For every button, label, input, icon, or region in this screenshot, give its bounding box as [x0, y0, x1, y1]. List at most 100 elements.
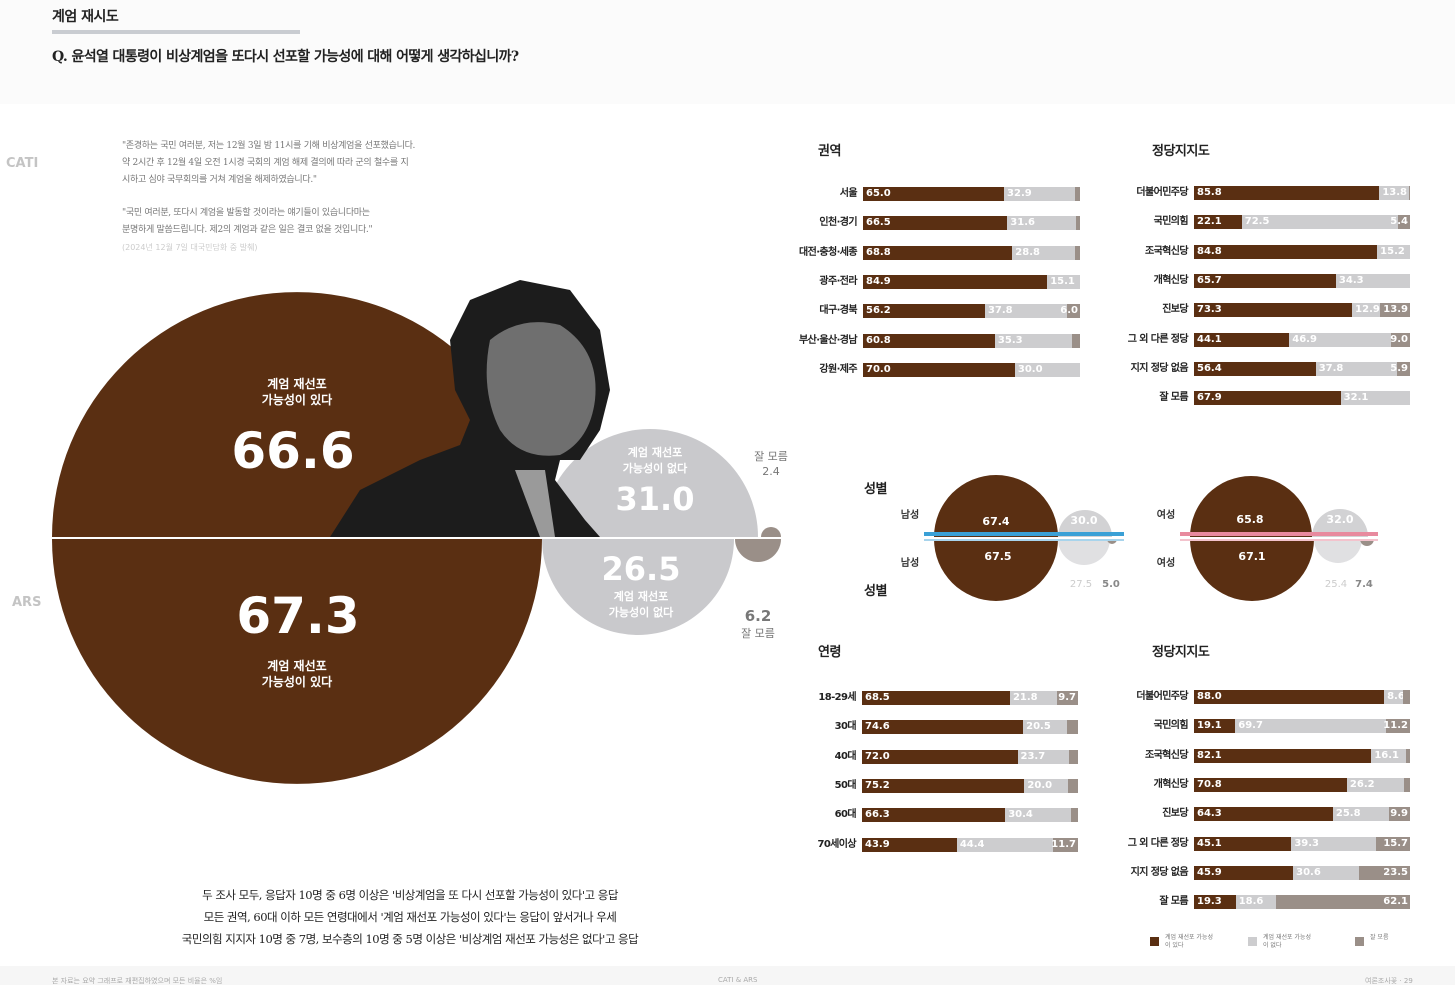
title-rule [52, 30, 300, 34]
bar-segment-yes: 68.5 [862, 691, 1010, 705]
bar-value-label: 15.1 [1050, 275, 1075, 287]
bar-value-label: 68.5 [865, 692, 890, 703]
bar-value-label: 30.4 [1008, 809, 1033, 821]
legend-yes-label: 계엄 재선포 가능성이 있다 [1165, 934, 1213, 949]
female-divider-line [1180, 532, 1378, 536]
section-title: 계엄 재시도 [52, 9, 119, 25]
ars-yes-value: 67.3 [236, 587, 359, 645]
bar-value-label: 44.1 [1197, 333, 1222, 345]
bar-category-label: 강원·제주 [819, 363, 857, 375]
bar-segment-no: 20.5 [1023, 720, 1068, 735]
bar-row: 70세이상 43.9 44.4 11.7 [817, 837, 1078, 852]
bar-segment-dk [1075, 187, 1080, 201]
bar-row: 지지 정당 없음 45.9 30.6 23.5 [1131, 865, 1410, 880]
bar-segment-dk: 9.7 [1057, 691, 1078, 705]
bar-segment-yes: 19.3 [1194, 895, 1236, 910]
legend-yes: 계엄 재선포 가능성이 있다 [1150, 934, 1215, 950]
bar-value-label: 56.2 [866, 305, 891, 317]
bar-value-label: 11.7 [1051, 838, 1076, 850]
bar-segment-dk: 5.4 [1390, 215, 1410, 230]
panel-title-age: 연령 [818, 645, 841, 660]
bar-segment-dk: 11.7 [1051, 837, 1078, 852]
bar-segment-no: 69.7 [1235, 719, 1386, 734]
stacked-bar: 56.4 37.8 5.9 [1194, 361, 1410, 376]
bar-value-label: 9.0 [1390, 333, 1408, 345]
bar-value-label: 30.0 [1017, 363, 1043, 375]
female-cati-no [1312, 509, 1368, 537]
ars-no-label-1: 계엄 재선포 [614, 589, 668, 603]
male-ars-yes [934, 539, 1058, 601]
stacked-bar: 65.7 34.3 [1194, 273, 1410, 288]
bar-value-label: 32.1 [1343, 392, 1369, 404]
quote-line: 약 2시간 후 12월 4일 오전 1시경 국회의 계엄 해제 결의에 따라 군… [122, 158, 409, 168]
gender-circle-chart: 남성 남성 여성 여성 67.4 30.0 67.5 27.5 5.0 65.8… [901, 475, 1378, 601]
cati-no-value: 31.0 [616, 480, 695, 518]
bar-category-label: 개혁신당 [1153, 778, 1189, 790]
female-cati-yes [1190, 476, 1312, 537]
bar-value-label: 20.5 [1026, 721, 1051, 733]
bar-segment-dk: 9.0 [1390, 332, 1410, 347]
quote-line: 분명하게 말씀드립니다. 제2의 계엄과 같은 일은 결코 없을 것입니다." [122, 225, 373, 235]
stacked-bar: 70.8 26.2 [1194, 777, 1410, 792]
bar-row: 국민의힘 19.1 69.7 11.2 [1154, 719, 1410, 734]
bar-category-label: 18-29세 [818, 692, 856, 703]
bar-segment-dk: 9.9 [1388, 807, 1410, 822]
stacked-bar: 45.9 30.6 23.5 [1194, 865, 1410, 880]
bar-segment-no: 30.0 [1014, 362, 1080, 377]
bar-segment-no: 35.3 [994, 333, 1072, 348]
bar-value-label: 84.9 [866, 275, 891, 287]
bar-segment-yes: 84.9 [863, 274, 1048, 289]
stacked-bar: 56.2 37.8 6.0 [863, 304, 1080, 319]
bar-row: 조국혁신당 82.1 16.1 [1145, 748, 1410, 763]
bar-value-label: 5.9 [1390, 362, 1408, 374]
method-label-cati: CATI [6, 156, 39, 171]
bar-value-label: 9.7 [1058, 692, 1076, 703]
bar-value-label: 9.9 [1390, 808, 1408, 820]
panel-title-party-cati: 정당지지도 [1152, 144, 1210, 159]
bar-value-label: 25.8 [1335, 808, 1361, 820]
quote-line: "존경하는 국민 여러분, 저는 12월 3일 밤 11시를 기해 비상계엄을 … [122, 141, 416, 151]
stacked-bar: 68.8 28.8 [863, 245, 1080, 260]
legend-no: 계엄 재선포 가능성이 없다 [1248, 934, 1313, 950]
main-circle-chart: 계엄 재선포 가능성이 있다 66.6 계엄 재선포 가능성이 없다 31.0 … [52, 280, 788, 784]
bar-category-label: 인천·경기 [819, 217, 857, 229]
male-ars-dk-value: 5.0 [1102, 579, 1120, 590]
male-cati-yes-value: 67.4 [982, 515, 1009, 528]
bar-segment-yes: 70.0 [863, 362, 1015, 377]
bar-segment-yes: 43.9 [862, 837, 957, 852]
bar-segment-dk [1406, 748, 1410, 763]
legend-dk-swatch [1355, 937, 1364, 946]
male-label-top: 남성 [901, 508, 919, 521]
bar-value-label: 15.2 [1380, 245, 1405, 257]
summary-line: 국민의힘 지지자 10명 중 7명, 보수층의 10명 중 5명 이상은 '비상… [181, 932, 639, 946]
stacked-bar: 67.9 32.1 [1194, 391, 1410, 406]
ars-dk-half-circle [735, 539, 781, 562]
bar-row: 강원·제주 70.0 30.0 [819, 362, 1080, 377]
bar-value-label: 6.0 [1060, 305, 1078, 317]
legend-no-swatch [1248, 937, 1257, 946]
stacked-bar: 66.5 31.6 [863, 216, 1080, 231]
female-cati-no-value: 32.0 [1326, 513, 1353, 526]
legend-no-label: 계엄 재선포 가능성이 없다 [1263, 934, 1311, 949]
stacked-bar: 72.0 23.7 [862, 749, 1078, 764]
cati-no-half-circle [542, 429, 758, 537]
ars-dk-label: 잘 모름 [741, 627, 775, 640]
bar-value-label: 66.5 [866, 217, 891, 229]
bar-segment-dk: 5.9 [1390, 361, 1410, 376]
bar-category-label: 70세이상 [817, 838, 856, 850]
footer-band [0, 966, 1455, 985]
bar-segment-yes: 44.1 [1194, 332, 1290, 347]
ars-no-half-circle [542, 539, 734, 635]
bar-value-label: 34.3 [1338, 274, 1364, 286]
stacked-bar: 82.1 16.1 [1194, 748, 1410, 763]
bar-segment-no: 20.0 [1024, 778, 1068, 793]
cati-dk-label: 잘 모름 [754, 450, 788, 463]
bar-segment-no: 32.9 [1004, 187, 1076, 201]
header-band [0, 0, 1455, 104]
bar-value-label: 85.8 [1197, 187, 1222, 198]
bar-value-label: 88.0 [1197, 691, 1222, 702]
stacked-bar: 22.1 72.5 5.4 [1194, 215, 1410, 230]
bar-value-label: 26.2 [1349, 778, 1375, 790]
female-ars-no [1314, 539, 1362, 563]
quote-source: (2024년 12월 7일 대국민담화 중 발췌) [122, 243, 258, 252]
